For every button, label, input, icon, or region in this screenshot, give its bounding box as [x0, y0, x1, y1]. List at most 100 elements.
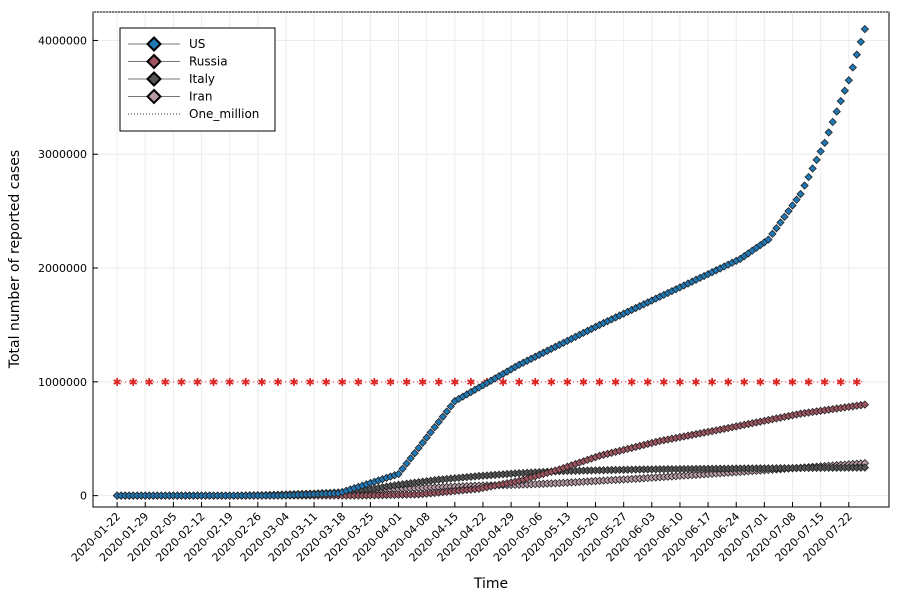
point-us [438, 412, 447, 421]
point-us [796, 189, 805, 199]
point-us [430, 423, 439, 432]
y-axis-title: Total number of reported cases [7, 150, 23, 369]
point-one-million: ✱ [161, 376, 170, 389]
point-one-million: ✱ [804, 376, 813, 389]
point-us [442, 407, 451, 416]
legend-swatch-italy [146, 71, 162, 87]
point-us [394, 469, 403, 479]
legend-swatch-iran [146, 88, 162, 105]
point-one-million: ✱ [177, 376, 186, 389]
point-one-million: ✱ [627, 376, 636, 389]
legend-entry-us: US [128, 36, 205, 52]
point-us [804, 172, 813, 182]
point-italy [860, 463, 870, 472]
point-one-million: ✱ [708, 376, 717, 389]
point-one-million: ✱ [836, 376, 845, 389]
y-tick-label: 2000000 [38, 262, 87, 275]
point-one-million: ✱ [466, 376, 475, 389]
point-us [824, 128, 833, 137]
point-us [398, 464, 407, 473]
point-us [816, 147, 825, 156]
point-one-million: ✱ [531, 376, 540, 389]
point-one-million: ✱ [145, 376, 154, 389]
point-us [422, 433, 431, 442]
point-one-million: ✱ [354, 376, 363, 389]
legend-label-one-million: One_million [189, 107, 259, 121]
point-one-million: ✱ [209, 376, 218, 389]
point-one-million: ✱ [305, 376, 314, 389]
y-tick-label: 3000000 [38, 148, 87, 161]
series-one-million: ✱ ✱ ✱ ✱ ✱ ✱ ✱ ✱ ✱ ✱ ✱ ✱ ✱ ✱ ✱ ✱ ✱ ✱ ✱ ✱ ✱ ✱ ✱ ✱ ✱ ✱ ✱ ✱ ✱ ✱ ✱ ✱ ✱ ✱ ✱ ✱ ✱ ✱ ✱ ✱… [113, 376, 865, 389]
plot-frame [92, 11, 890, 508]
point-us [414, 443, 423, 453]
point-one-million: ✱ [129, 376, 138, 389]
point-one-million: ✱ [257, 376, 266, 389]
point-us [764, 235, 773, 244]
point-us [784, 206, 793, 216]
point-one-million: ✱ [289, 376, 298, 389]
series-layer: ✱ ✱ ✱ ✱ ✱ ✱ ✱ ✱ ✱ ✱ ✱ ✱ ✱ ✱ ✱ ✱ ✱ ✱ ✱ ✱ ✱ ✱ ✱ ✱ ✱ ✱ ✱ ✱ ✱ ✱ ✱ ✱ ✱ ✱ ✱ ✱ ✱ ✱ ✱ ✱… [112, 24, 870, 500]
point-one-million: ✱ [273, 376, 282, 389]
point-one-million: ✱ [659, 376, 668, 389]
point-russia [860, 400, 870, 409]
point-us [836, 96, 845, 106]
point-us [780, 212, 789, 221]
legend-entry-russia: Russia [128, 53, 228, 70]
point-us [820, 138, 829, 148]
point-one-million: ✱ [450, 376, 459, 389]
point-one-million: ✱ [225, 376, 234, 389]
point-us [856, 37, 866, 47]
point-one-million: ✱ [193, 376, 202, 389]
point-us [812, 155, 821, 165]
legend: US Russia Italy Iran One_million [119, 27, 276, 132]
point-us [434, 417, 443, 427]
point-us [426, 428, 435, 437]
y-tick-label: 1000000 [38, 376, 87, 389]
point-one-million: ✱ [386, 376, 395, 389]
point-us [772, 224, 781, 233]
point-us [840, 86, 849, 95]
point-one-million: ✱ [756, 376, 765, 389]
legend-entry-one-million: One_million [128, 107, 259, 121]
point-us [860, 24, 870, 34]
point-one-million: ✱ [370, 376, 379, 389]
point-us [406, 454, 415, 463]
point-one-million: ✱ [402, 376, 411, 389]
point-us [402, 459, 411, 468]
point-one-million: ✱ [788, 376, 797, 389]
point-one-million: ✱ [322, 376, 331, 389]
legend-entry-italy: Italy [128, 71, 215, 87]
point-one-million: ✱ [113, 376, 122, 389]
point-one-million: ✱ [338, 376, 347, 389]
point-us [808, 164, 817, 173]
y-tick-label: 0 [80, 490, 87, 503]
point-one-million: ✱ [498, 376, 507, 389]
legend-label-italy: Italy [189, 72, 215, 86]
point-one-million: ✱ [724, 376, 733, 389]
legend-entry-iran: Iran [128, 88, 212, 105]
x-axis-title: Time [473, 576, 508, 592]
point-one-million: ✱ [579, 376, 588, 389]
point-one-million: ✱ [675, 376, 684, 389]
y-tick-label: 4000000 [38, 34, 87, 47]
point-us [848, 63, 857, 72]
series-us [112, 24, 870, 500]
point-us [844, 76, 853, 85]
legend-swatch-russia [146, 53, 162, 70]
point-one-million: ✱ [852, 376, 861, 389]
point-one-million: ✱ [241, 376, 250, 389]
point-us [410, 449, 419, 458]
point-one-million: ✱ [740, 376, 749, 389]
point-one-million: ✱ [418, 376, 427, 389]
point-us [768, 229, 777, 239]
point-us [832, 107, 841, 116]
point-one-million: ✱ [691, 376, 700, 389]
point-one-million: ✱ [595, 376, 604, 389]
point-us [800, 181, 809, 190]
point-one-million: ✱ [820, 376, 829, 389]
point-us [788, 201, 797, 210]
point-one-million: ✱ [643, 376, 652, 389]
point-one-million: ✱ [547, 376, 556, 389]
point-one-million: ✱ [772, 376, 781, 389]
